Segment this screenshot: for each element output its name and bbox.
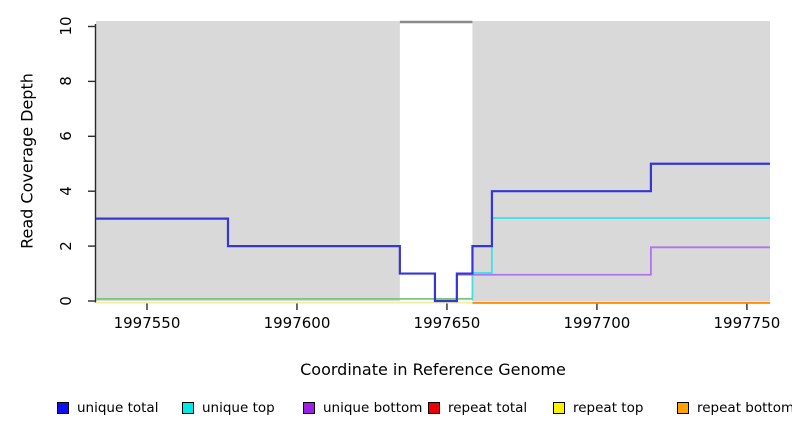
legend-swatch-icon [428,401,440,414]
legend-label: repeat total [448,399,528,416]
y-axis-title: Read Coverage Depth [17,73,37,249]
series-unique-top [471,217,770,301]
legend-item: unique bottom [303,399,423,416]
y-tick-label: 6 [57,131,75,142]
legend-item: repeat top [553,399,644,416]
x-tick-label: 1997550 [113,314,181,332]
series-unique-total [96,162,770,303]
x-tick-label: 1997700 [563,314,631,332]
legend-label: repeat top [573,399,644,416]
x-tick-label: 1997650 [413,314,481,332]
y-tick-label: 0 [57,296,75,306]
legend-item: unique top [182,399,275,416]
legend-swatch-icon [182,401,194,414]
legend-label: unique top [202,399,275,416]
x-axis-title: Coordinate in Reference Genome [300,360,566,379]
legend-label: unique bottom [323,399,423,416]
legend-swatch-icon [57,401,69,414]
legend-item: repeat bottom [677,399,792,416]
y-tick-label: 2 [57,241,75,251]
legend-swatch-icon [677,401,689,414]
coverage-gap-region [399,21,473,301]
legend-label: repeat bottom [697,399,792,416]
legend-label: unique total [77,399,159,416]
legend-item: repeat total [428,399,528,416]
legend-swatch-icon [303,401,315,414]
legend-swatch-icon [553,401,565,414]
y-tick-label: 10 [57,16,75,37]
y-tick-label: 4 [57,186,75,196]
legend-item: unique total [57,399,159,416]
y-tick-label: 8 [57,76,75,87]
x-tick-label: 1997600 [263,314,331,332]
x-tick-label: 1997750 [713,314,781,332]
